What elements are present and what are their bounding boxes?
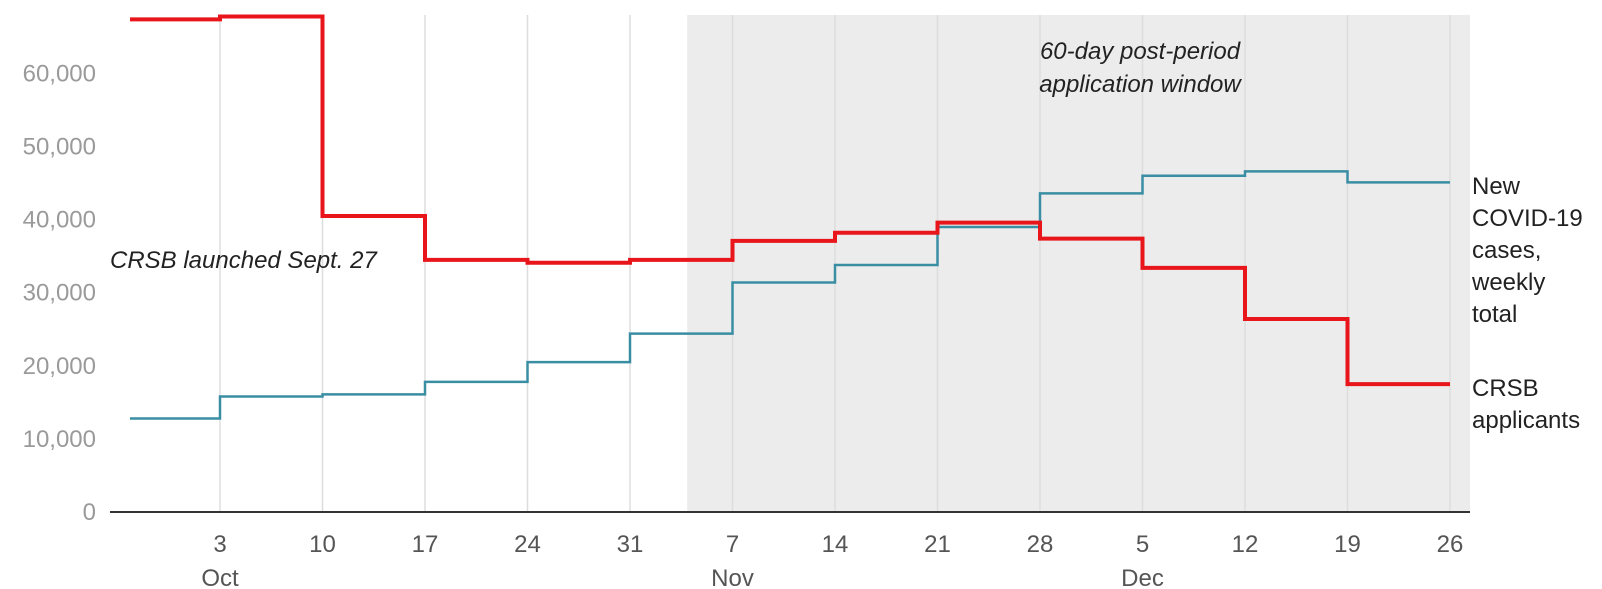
y-tick-label: 0 <box>83 499 96 526</box>
y-axis-tick-labels: 0 10,000 20,000 30,000 40,000 50,000 60,000 <box>23 60 96 526</box>
x-axis-month-labels: Oct Nov Dec <box>201 565 1164 589</box>
y-tick-label: 60,000 <box>23 60 96 87</box>
x-tick-label: 24 <box>514 531 541 558</box>
y-tick-label: 10,000 <box>23 426 96 453</box>
y-tick-label: 30,000 <box>23 280 96 307</box>
shaded-region-label-line-2: application window <box>1039 71 1242 98</box>
x-tick-label: 17 <box>412 531 439 558</box>
covid-label-line: total <box>1472 301 1517 328</box>
x-axis-tick-labels: 3 10 17 24 31 7 14 21 28 5 12 19 26 <box>213 531 1463 558</box>
x-tick-label: 19 <box>1334 531 1361 558</box>
crsb-label-line: applicants <box>1472 407 1580 434</box>
y-tick-label: 50,000 <box>23 134 96 161</box>
x-tick-label: 5 <box>1136 531 1149 558</box>
covid-label-line: COVID-19 <box>1472 205 1583 232</box>
x-tick-label: 21 <box>924 531 951 558</box>
crsb-label-line: CRSB <box>1472 375 1539 402</box>
x-tick-label: 10 <box>309 531 336 558</box>
launch-annotation: CRSB launched Sept. 27 <box>110 247 378 274</box>
series-lines <box>130 14 1450 420</box>
shaded-region-label-line-1: 60-day post-period <box>1040 38 1241 65</box>
x-tick-label: 3 <box>213 531 226 558</box>
crsb-applicants-line <box>130 14 1450 387</box>
crsb-series-label: CRSB applicants <box>1472 375 1580 434</box>
x-tick-label: 7 <box>726 531 739 558</box>
covid-label-line: cases, <box>1472 237 1541 264</box>
covid-cases-line <box>130 170 1450 420</box>
y-tick-label: 40,000 <box>23 207 96 234</box>
covid-label-line: New <box>1472 173 1521 200</box>
y-tick-label: 20,000 <box>23 353 96 380</box>
x-tick-label: 26 <box>1437 531 1464 558</box>
month-label: Dec <box>1121 565 1164 589</box>
month-label: Nov <box>711 565 754 589</box>
post-period-shading <box>687 15 1470 512</box>
covid-label-line: weekly <box>1471 269 1545 296</box>
x-tick-label: 31 <box>617 531 644 558</box>
x-tick-label: 14 <box>822 531 849 558</box>
month-label: Oct <box>201 565 239 589</box>
x-tick-label: 12 <box>1232 531 1259 558</box>
covid-series-label: New COVID-19 cases, weekly total <box>1471 173 1583 328</box>
x-tick-label: 28 <box>1027 531 1054 558</box>
